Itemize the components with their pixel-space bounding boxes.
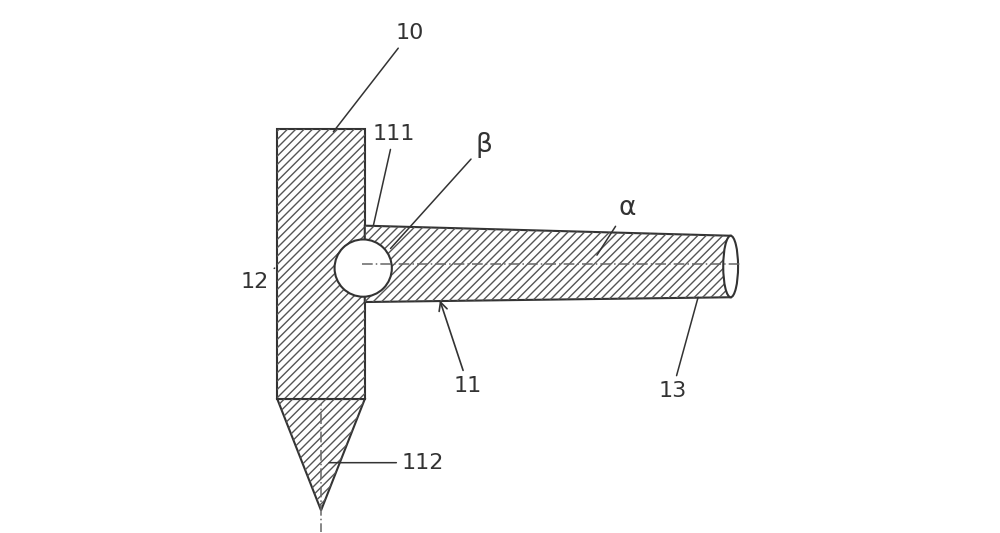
Bar — [277, 128, 365, 399]
Text: 112: 112 — [329, 453, 444, 473]
Bar — [277, 128, 365, 399]
Polygon shape — [277, 399, 365, 511]
Text: 111: 111 — [373, 124, 415, 225]
Text: 13: 13 — [658, 297, 698, 401]
Text: 12: 12 — [241, 268, 275, 293]
Ellipse shape — [723, 236, 738, 297]
Text: 10: 10 — [333, 23, 424, 132]
Text: β: β — [391, 132, 493, 248]
Polygon shape — [365, 225, 731, 302]
Text: 11: 11 — [439, 302, 482, 396]
Text: α: α — [597, 195, 636, 255]
Circle shape — [335, 239, 392, 297]
